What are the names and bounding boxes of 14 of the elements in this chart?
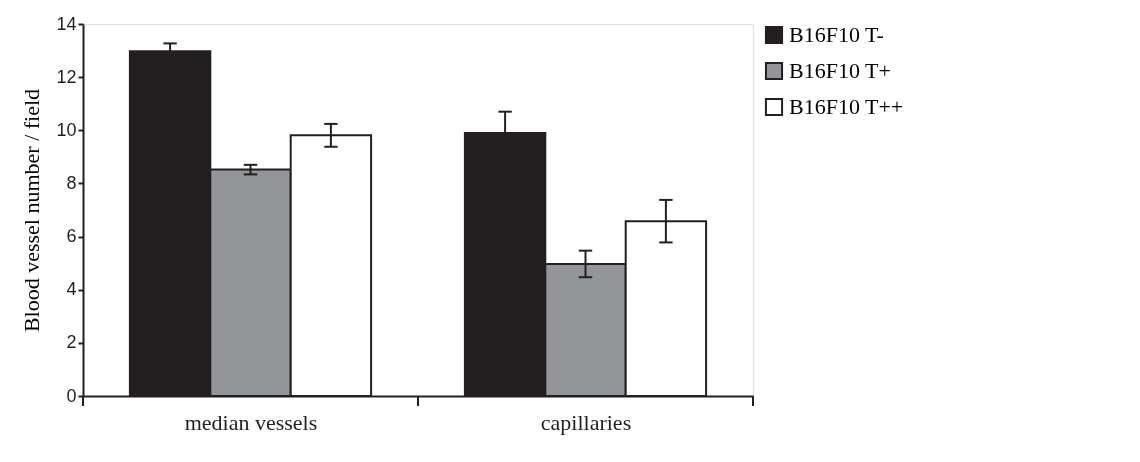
y-tick-label: 0	[66, 385, 77, 406]
y-tick-label: 2	[66, 332, 77, 353]
legend-label: B16F10 T++	[789, 94, 904, 119]
x-tick-label: capillaries	[540, 409, 632, 435]
y-tick-label: 8	[66, 172, 77, 193]
y-tick-label: 6	[66, 226, 77, 247]
legend-label: B16F10 T+	[789, 58, 891, 83]
legend-label: B16F10 T-	[789, 22, 884, 47]
x-tick-label: median vessels	[184, 409, 318, 435]
y-axis-title: Blood vessel number / field	[19, 88, 45, 333]
y-tick-label: 10	[56, 119, 77, 140]
y-tick-label: 12	[56, 66, 77, 87]
y-tick-label: 4	[66, 279, 77, 300]
y-tick-label: 14	[56, 13, 77, 34]
